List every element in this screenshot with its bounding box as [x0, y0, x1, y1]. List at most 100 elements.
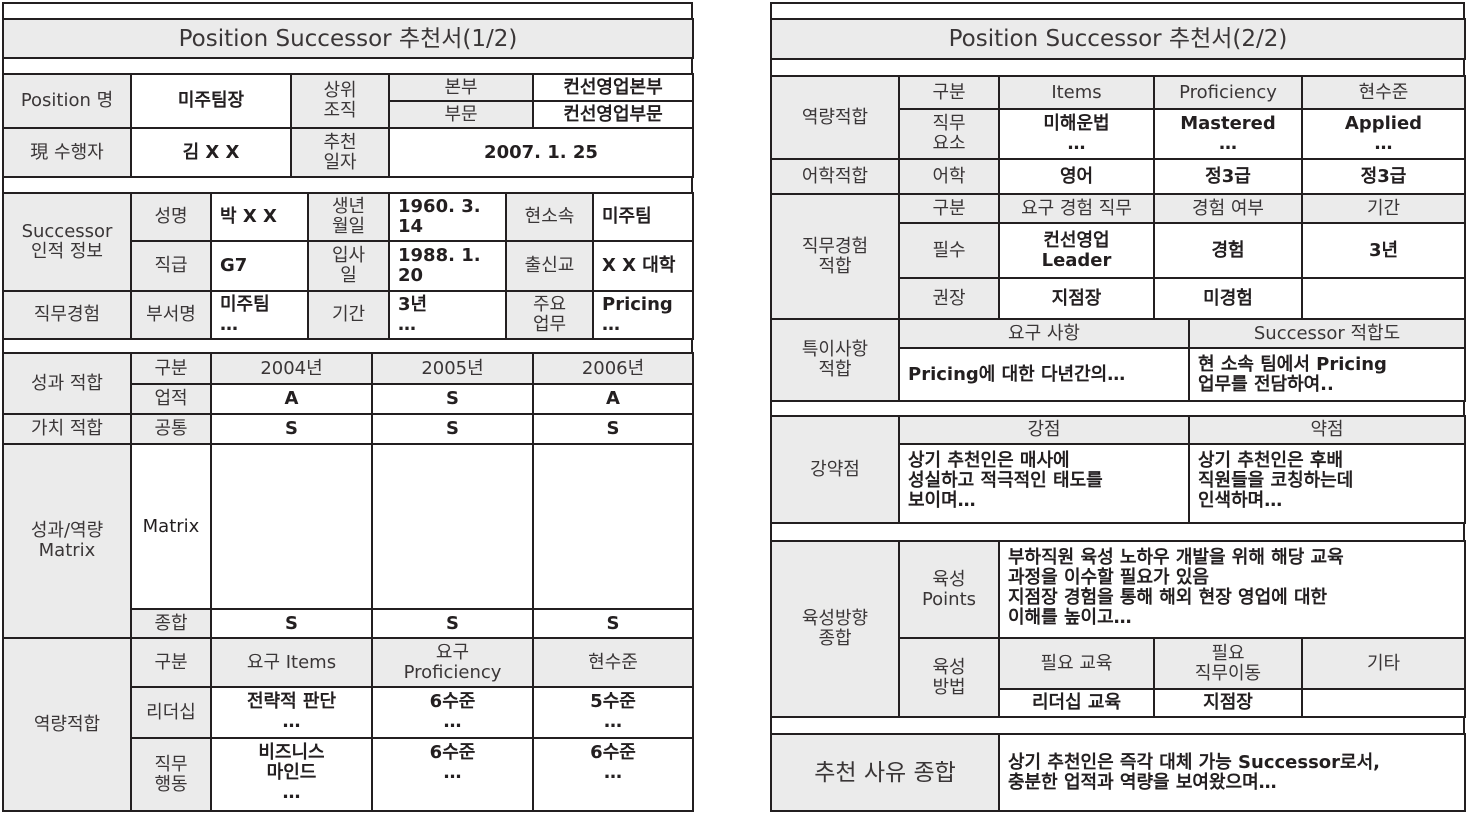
common-label: 공통: [130, 413, 212, 445]
year-header: 2005년: [371, 352, 534, 385]
competency-cell: 리더십: [130, 686, 212, 739]
competency-header: Proficiency: [1153, 75, 1303, 110]
experience-cell: 미경험: [1153, 277, 1303, 320]
competency-cell: Applied …: [1301, 108, 1466, 160]
year-header: 2004년: [210, 352, 373, 385]
achievement-grade: A: [210, 383, 373, 415]
team-label: 현소속: [505, 192, 594, 242]
achievement-grade: S: [371, 383, 534, 415]
competency-cell: 6수준 …: [371, 737, 534, 812]
matrix-cell: [371, 443, 534, 610]
language-cell: 정3급: [1153, 158, 1303, 195]
value-section-label: 가치 적합: [2, 413, 132, 445]
competency-header: 현수준: [1301, 75, 1466, 110]
duty-label: 주요 업무: [505, 290, 594, 340]
competency-header: 요구 Proficiency: [371, 637, 534, 688]
join-label: 입사 일: [307, 240, 390, 292]
name-value: 박 X X: [210, 192, 309, 242]
experience-cell: 필수: [898, 222, 1000, 279]
name-label: 성명: [130, 192, 212, 242]
language-cell: 어학: [898, 158, 1000, 195]
grade-value: G7: [210, 240, 309, 292]
language-cell: 정3급: [1301, 158, 1466, 195]
achievement-label: 업적: [130, 383, 212, 415]
competency-cell: 6수준 …: [371, 686, 534, 739]
join-value: 1988. 1. 20: [388, 240, 507, 292]
experience-cell: 권장: [898, 277, 1000, 320]
special-value: Pricing에 대한 다년간의…: [898, 347, 1190, 402]
incumbent-label: 現 수행자: [2, 127, 132, 178]
special-value: 현 소속 팀에서 Pricing 업무를 전담하여..: [1188, 347, 1466, 402]
competency-header: Items: [998, 75, 1155, 110]
parent-org-label: 상위 조직: [290, 73, 390, 129]
experience-header: 기간: [1301, 193, 1466, 224]
category-label: 구분: [130, 352, 212, 385]
overall-grade: S: [532, 608, 694, 639]
strength-header: 강점: [898, 415, 1190, 445]
team-value: 미주팀: [592, 192, 694, 242]
page-title-2: Position Successor 추천서(2/2): [770, 18, 1466, 60]
matrix-label: Matrix: [130, 443, 212, 610]
competency-section-label: 역량적합: [770, 75, 900, 160]
matrix-section-label: 성과/역량 Matrix: [2, 443, 132, 639]
date-label: 추천 일자: [290, 127, 390, 178]
special-section-label: 특이사항 적합: [770, 318, 900, 402]
incumbent-value: 김 X X: [130, 127, 292, 178]
method-label: 육성 방법: [898, 637, 1000, 718]
competency-cell: 직무 행동: [130, 737, 212, 812]
competency-cell: 직무 요소: [898, 108, 1000, 160]
common-grade: S: [371, 413, 534, 445]
school-value: X X 대학: [592, 240, 694, 292]
competency-cell: 전략적 판단 …: [210, 686, 373, 739]
experience-cell: [1301, 277, 1466, 320]
language-cell: 영어: [998, 158, 1155, 195]
special-header: Successor 적합도: [1188, 318, 1466, 349]
experience-section-label: 직무경험 적합: [770, 193, 900, 320]
date-value: 2007. 1. 25: [388, 127, 694, 178]
method-value: 지점장: [1153, 688, 1303, 718]
successor-section-label: Successor 인적 정보: [2, 192, 132, 292]
weakness-value: 상기 추천인은 후배 직원들을 코칭하는데 인색하며…: [1188, 443, 1466, 524]
sector-label: 부문: [388, 100, 534, 129]
summary-label: 추천 사유 종합: [770, 733, 1000, 812]
competency-cell: 미해운법 …: [998, 108, 1155, 160]
performance-section-label: 성과 적합: [2, 352, 132, 415]
dept-value: 미주팀 …: [210, 290, 309, 340]
period-label: 기간: [307, 290, 390, 340]
competency-header: 요구 Items: [210, 637, 373, 688]
experience-header: 경험 여부: [1153, 193, 1303, 224]
competency-cell: 비즈니스 마인드 …: [210, 737, 373, 812]
period-value: 3년 …: [388, 290, 507, 340]
matrix-cell: [210, 443, 373, 610]
experience-header: 요구 경험 직무: [998, 193, 1155, 224]
points-label: 육성 Points: [898, 540, 1000, 639]
method-header: 필요 직무이동: [1153, 637, 1303, 690]
competency-header: 현수준: [532, 637, 694, 688]
strengths-section-label: 강약점: [770, 415, 900, 524]
experience-label: 직무경험: [2, 290, 132, 340]
points-value: 부하직원 육성 노하우 개발을 위해 해당 교육 과정을 이수할 필요가 있음 …: [998, 540, 1466, 639]
experience-header: 구분: [898, 193, 1000, 224]
experience-cell: 컨선영업 Leader: [998, 222, 1155, 279]
weakness-header: 약점: [1188, 415, 1466, 445]
position-label: Position 명: [2, 73, 132, 129]
common-grade: S: [532, 413, 694, 445]
competency-header: 구분: [898, 75, 1000, 110]
experience-cell: 지점장: [998, 277, 1155, 320]
method-header: 기타: [1301, 637, 1466, 690]
position-value: 미주팀장: [130, 73, 292, 129]
method-value: [1301, 688, 1466, 718]
achievement-grade: A: [532, 383, 694, 415]
year-header: 2006년: [532, 352, 694, 385]
development-section-label: 육성방향 종합: [770, 540, 900, 718]
competency-section-label: 역량적합: [2, 637, 132, 812]
experience-cell: 3년: [1301, 222, 1466, 279]
birth-value: 1960. 3. 14: [388, 192, 507, 242]
strength-value: 상기 추천인은 매사에 성실하고 적극적인 태도를 보이며…: [898, 443, 1190, 524]
page-title-1: Position Successor 추천서(1/2): [2, 18, 694, 59]
special-header: 요구 사항: [898, 318, 1190, 349]
division-label: 본부: [388, 73, 534, 102]
grade-label: 직급: [130, 240, 212, 292]
birth-label: 생년 월일: [307, 192, 390, 242]
overall-label: 종합: [130, 608, 212, 639]
